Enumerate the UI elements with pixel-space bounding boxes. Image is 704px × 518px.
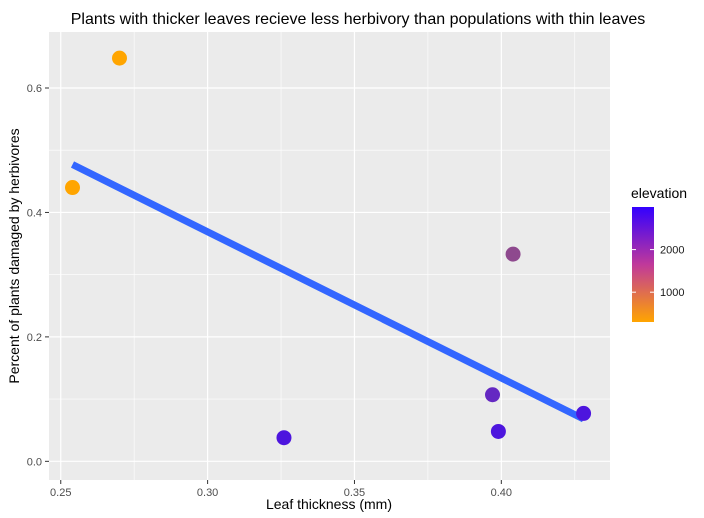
trend-line-group <box>70 161 586 423</box>
data-point <box>505 246 521 262</box>
y-axis-ticks: 0.0 0.2 0.4 0.6 <box>27 83 49 468</box>
legend-tick-label: 1000 <box>660 287 684 299</box>
elevation-legend: elevation 1000 2000 <box>631 185 687 322</box>
data-point <box>111 50 127 66</box>
x-axis-title: Leaf thickness (mm) <box>266 496 392 512</box>
y-tick-label: 0.6 <box>27 83 42 95</box>
data-point <box>485 387 501 403</box>
y-axis-title: Percent of plants damaged by herbivores <box>6 128 22 383</box>
legend-tick-label: 2000 <box>660 245 684 257</box>
chart-title: Plants with thicker leaves recieve less … <box>71 11 646 28</box>
data-point <box>64 180 80 196</box>
x-axis-ticks: 0.25 0.30 0.35 0.40 <box>50 480 512 499</box>
legend-colorbar <box>632 207 654 322</box>
x-tick-label: 0.35 <box>344 487 365 499</box>
data-point <box>490 423 506 439</box>
gridlines <box>49 32 610 480</box>
trend-line <box>70 161 586 423</box>
legend-ticks: 1000 2000 <box>632 245 684 299</box>
x-tick-label: 0.40 <box>491 487 512 499</box>
y-tick-label: 0.0 <box>27 456 42 468</box>
data-point <box>576 405 592 421</box>
y-tick-label: 0.4 <box>27 207 42 219</box>
y-tick-label: 0.2 <box>27 332 42 344</box>
x-tick-label: 0.30 <box>197 487 218 499</box>
plot-panel <box>49 32 610 480</box>
legend-title: elevation <box>631 185 687 201</box>
data-points <box>64 50 592 446</box>
x-tick-label: 0.25 <box>50 487 71 499</box>
data-point <box>276 430 292 446</box>
